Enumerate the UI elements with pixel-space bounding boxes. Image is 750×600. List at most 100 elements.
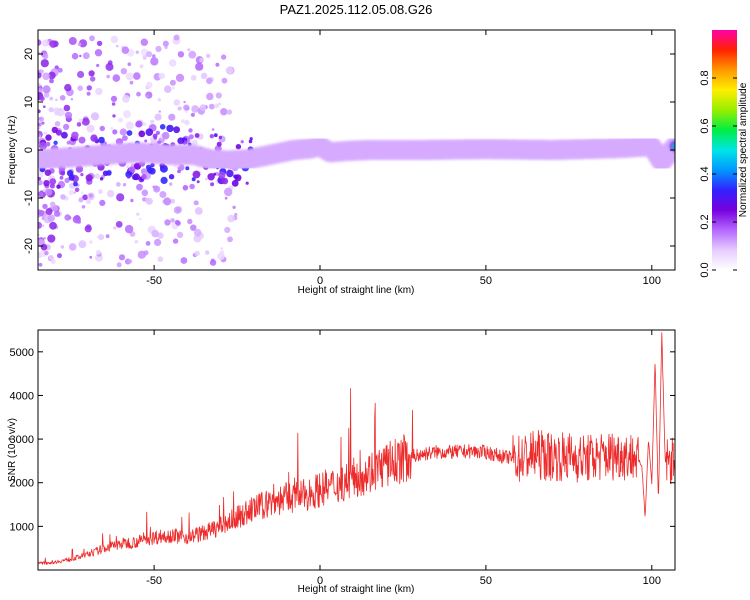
heatmap-noise-blob: [169, 79, 176, 86]
heatmap-noise-blob: [162, 40, 169, 47]
heatmap-noise-blob: [145, 94, 149, 98]
heatmap-noise-blob: [173, 34, 180, 41]
heatmap-noise-blob: [177, 106, 182, 111]
snr-y-axis-label: SNR (10 * v/v): [7, 418, 18, 482]
colorbar-tick-label: 0.4: [699, 166, 711, 181]
heatmap-noise-blob: [188, 134, 194, 140]
heatmap-noise-blob: [177, 51, 185, 58]
heatmap-noise-blob: [60, 194, 66, 200]
heatmap-noise-blob: [43, 92, 50, 98]
heatmap-noise-blob: [129, 80, 134, 85]
heatmap-noise-blob: [126, 175, 131, 179]
heatmap-noise-blob: [89, 240, 93, 244]
heatmap-noise-blob: [199, 57, 205, 63]
heatmap-noise-blob: [53, 140, 58, 145]
heatmap-noise-blob: [40, 243, 48, 251]
heatmap-noise-blob: [218, 102, 222, 106]
colorbar-tick-label: 0.2: [699, 214, 711, 229]
x-tick-label: 0: [317, 575, 323, 587]
heatmap-noise-blob: [190, 74, 197, 81]
heatmap-noise-blob: [136, 183, 143, 191]
heatmap-noise-blob: [94, 173, 101, 179]
heatmap-noise-blob: [145, 164, 152, 170]
heatmap-noise-blob: [166, 124, 174, 133]
heatmap-noise-blob: [150, 162, 155, 168]
heatmap-noise-blob: [118, 254, 126, 261]
heatmap-noise-blob: [86, 91, 91, 96]
heatmap-noise-blob: [64, 214, 71, 221]
heatmap-noise-blob: [139, 64, 144, 69]
heatmap-noise-blob: [145, 197, 153, 205]
heatmap-noise-blob: [125, 170, 133, 178]
heatmap-noise-blob: [86, 199, 91, 205]
heatmap-noise-blob: [43, 236, 46, 240]
heatmap-noise-blob: [42, 53, 49, 60]
heatmap-noise-blob: [126, 165, 130, 169]
heatmap-noise-blob: [105, 234, 110, 239]
x-tick-label: 0: [317, 275, 323, 287]
heatmap-noise-blob: [38, 177, 41, 181]
heatmap-noise-blob: [169, 182, 173, 186]
heatmap-noise-blob: [96, 40, 103, 47]
heatmap-noise-blob: [38, 125, 41, 130]
heatmap-noise-blob: [105, 62, 114, 71]
heatmap-noise-blob: [216, 141, 222, 147]
x-tick-label: -50: [146, 275, 162, 287]
colorbar-label: Normalized spectral amplitude: [738, 82, 749, 217]
y-tick-label: 20: [23, 48, 35, 60]
heatmap-noise-blob: [226, 169, 234, 178]
colorbar-tick-label: 0.6: [699, 118, 711, 133]
heatmap-noise-blob: [231, 179, 239, 187]
snr-series-line: [38, 332, 675, 566]
heatmap-noise-blob: [38, 142, 47, 151]
heatmap-noise-blob: [190, 224, 197, 231]
heatmap-noise-blob: [38, 221, 43, 229]
snr-frame: [37, 329, 676, 571]
heatmap-noise-blob: [57, 253, 62, 259]
heatmap-noise-blob: [122, 183, 127, 187]
heatmap-noise-blob: [119, 128, 127, 136]
heatmap-noise-blob: [193, 200, 199, 206]
heatmap-noise-blob: [45, 141, 51, 147]
heatmap-noise-blob: [135, 120, 143, 128]
heatmap-noise-blob: [234, 212, 238, 217]
heatmap-noise-blob: [188, 50, 197, 59]
heatmap-noise-blob: [176, 231, 184, 239]
heatmap-noise-blob: [208, 103, 215, 110]
heatmap-noise-blob: [110, 35, 119, 44]
heatmap-noise-blob: [142, 55, 147, 60]
heatmap-noise-blob: [71, 131, 79, 139]
heatmap-noise-blob: [49, 221, 57, 230]
heatmap-noise-blob: [77, 85, 83, 91]
heatmap-noise-blob: [120, 68, 128, 75]
spectrogram-panel: -50 0 50 100 -20 -10 0 10 20 Height of straight…: [7, 29, 676, 296]
heatmap-noise-blob: [45, 188, 53, 196]
heatmap-noise-blob: [249, 137, 253, 141]
heatmap-noise-blob: [194, 250, 200, 257]
heatmap-noise-blob: [134, 239, 139, 244]
heatmap-noise-blob: [220, 247, 223, 250]
heatmap-noise-blob: [63, 123, 70, 130]
heatmap-noise-blob: [38, 39, 42, 46]
heatmap-noise-blob: [189, 183, 195, 190]
heatmap-noise-blob: [116, 193, 125, 202]
heatmap-noise-blob: [157, 256, 164, 263]
heatmap-noise-blob: [141, 174, 147, 180]
heatmap-noise-blob: [41, 224, 45, 227]
heatmap-noise-blob: [145, 241, 151, 246]
heatmap-noise-blob: [226, 109, 233, 115]
heatmap-noise-blob: [90, 134, 98, 142]
heatmap-noise-blob: [42, 203, 48, 210]
heatmap-noise-blob: [206, 53, 211, 59]
heatmap-noise-blob: [183, 104, 190, 111]
heatmap-noise-blob: [49, 201, 56, 208]
heatmap-noise-blob: [191, 139, 198, 146]
heatmap-noise-blob: [224, 196, 228, 200]
heatmap-noise-blob: [121, 46, 130, 54]
heatmap-noise-blob: [227, 214, 235, 223]
heatmap-noise-blob: [77, 70, 85, 79]
heatmap-noise-blob: [66, 170, 74, 177]
heatmap-noise-blob: [49, 78, 54, 84]
spectrogram-x-axis-label: Height of straight line (km): [298, 285, 415, 296]
heatmap-noise-blob: [159, 191, 167, 198]
